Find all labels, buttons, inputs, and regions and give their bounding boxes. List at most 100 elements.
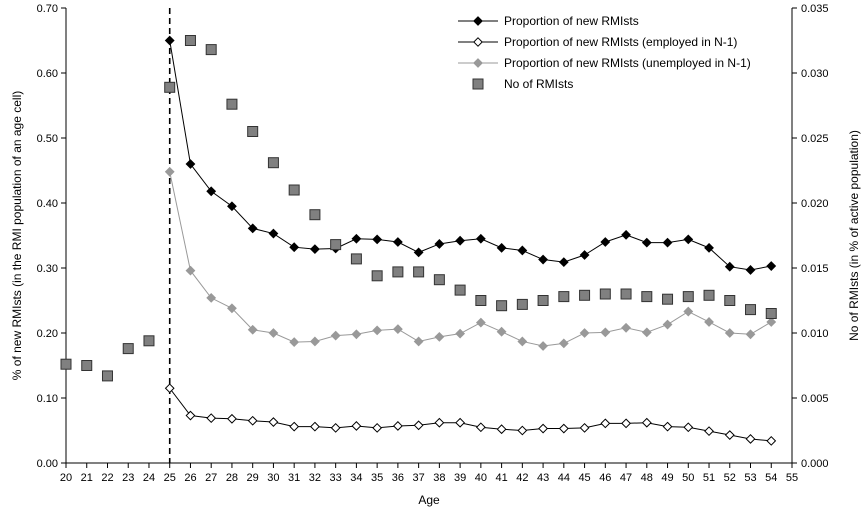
legend-label-1: Proportion of new RMIsts (employed in N-… (504, 35, 737, 49)
legend-label-2: Proportion of new RMIsts (unemployed in … (504, 56, 751, 70)
y-left-tick-label: 0.00 (37, 458, 58, 470)
data-point-no-of-rmists (371, 270, 383, 282)
x-tick-label: 48 (641, 472, 653, 484)
x-tick-label: 41 (495, 472, 507, 484)
y-right-tick-label: 0.005 (801, 393, 829, 405)
x-tick-label: 33 (330, 472, 342, 484)
data-point-series-0 (662, 237, 673, 248)
data-point-series-2 (704, 317, 714, 327)
data-point-series-2 (745, 329, 756, 340)
x-tick-label: 27 (205, 472, 217, 484)
x-tick-label: 52 (724, 472, 736, 484)
x-tick-label: 34 (350, 472, 362, 484)
data-point-series-0 (227, 201, 237, 212)
x-tick-label: 24 (143, 472, 155, 484)
data-point-series-2 (185, 265, 196, 276)
y-left-tick-label: 0.20 (37, 328, 58, 340)
data-point-series-1 (579, 422, 590, 433)
x-axis-title: Age (418, 493, 440, 507)
data-point-no-of-rmists (330, 239, 342, 251)
data-point-series-2 (724, 328, 735, 338)
data-point-series-1 (164, 383, 175, 394)
data-point-no-of-rmists (309, 209, 321, 221)
data-point-series-2 (683, 306, 694, 317)
y-right-tick-label: 0.000 (801, 458, 829, 470)
data-point-no-of-rmists (350, 253, 362, 265)
data-point-series-0 (289, 242, 300, 253)
data-point-series-0 (683, 234, 694, 245)
data-point-series-1 (683, 422, 694, 433)
data-point-no-of-rmists (247, 126, 259, 137)
x-tick-label: 50 (682, 472, 694, 484)
data-point-series-1 (724, 430, 735, 440)
data-point-no-of-rmists (226, 98, 238, 110)
data-point-series-0 (704, 242, 714, 253)
data-point-no-of-rmists (537, 295, 549, 306)
y-axis-right-title: No of RMIsts (in % of active population) (847, 130, 861, 341)
data-point-series-0 (434, 239, 445, 249)
data-point-series-2 (455, 328, 466, 339)
data-point-series-1 (351, 421, 362, 431)
data-point-no-of-rmists (433, 274, 445, 286)
data-point-series-2 (558, 338, 569, 349)
data-point-series-0 (206, 186, 217, 197)
data-point-series-0 (475, 233, 486, 244)
data-point-no-of-rmists (101, 370, 113, 382)
data-point-series-0 (164, 35, 175, 46)
data-point-no-of-rmists (454, 284, 466, 296)
series-line-1 (169, 387, 772, 442)
y-right-tick-label: 0.030 (801, 68, 829, 80)
x-tick-label: 54 (765, 472, 777, 484)
y-right-tick-label: 0.015 (801, 263, 829, 275)
x-tick-label: 22 (101, 472, 113, 484)
data-point-no-of-rmists (81, 360, 93, 371)
data-point-series-2 (206, 292, 217, 303)
y-left-tick-label: 0.10 (37, 393, 58, 405)
data-point-series-1 (455, 417, 466, 428)
x-tick-label: 23 (122, 472, 134, 484)
data-point-series-2 (351, 329, 362, 340)
x-tick-label: 38 (433, 472, 445, 484)
legend-marker-3 (472, 78, 484, 90)
data-point-series-0 (766, 261, 777, 271)
x-tick-label: 20 (60, 472, 72, 484)
data-point-series-0 (455, 235, 466, 246)
legend-label-0: Proportion of new RMIsts (504, 14, 639, 28)
data-point-no-of-rmists (765, 308, 777, 319)
legend-label-3: No of RMIsts (504, 77, 573, 91)
data-point-series-2 (766, 317, 777, 327)
data-point-no-of-rmists (413, 266, 425, 278)
data-point-no-of-rmists (682, 291, 694, 303)
data-point-series-1 (372, 422, 383, 433)
data-point-no-of-rmists (579, 289, 591, 301)
data-point-series-0 (517, 245, 528, 256)
data-point-series-0 (641, 237, 652, 248)
y-left-tick-label: 0.40 (37, 198, 58, 210)
data-point-series-2 (330, 330, 341, 341)
data-point-no-of-rmists (143, 335, 155, 347)
data-point-no-of-rmists (184, 35, 196, 46)
data-point-series-1 (662, 421, 673, 432)
x-tick-label: 25 (164, 472, 176, 484)
legend-marker-2 (473, 58, 483, 68)
data-point-no-of-rmists (641, 291, 653, 303)
x-tick-label: 26 (184, 472, 196, 484)
data-point-series-0 (247, 223, 258, 234)
data-point-series-2 (268, 328, 279, 338)
x-tick-label: 36 (392, 472, 404, 484)
data-point-series-2 (372, 325, 383, 336)
data-point-series-2 (517, 336, 528, 347)
x-tick-label: 39 (454, 472, 466, 484)
data-point-series-1 (289, 421, 300, 432)
data-point-series-2 (164, 166, 175, 177)
data-point-no-of-rmists (599, 288, 611, 300)
data-point-no-of-rmists (164, 81, 176, 93)
x-tick-label: 55 (786, 472, 798, 484)
data-point-no-of-rmists (205, 44, 217, 56)
series-line-2 (169, 171, 772, 347)
data-point-no-of-rmists (60, 358, 72, 370)
data-point-series-0 (413, 247, 424, 258)
series-line-0 (169, 40, 772, 271)
data-point-series-2 (641, 327, 652, 338)
